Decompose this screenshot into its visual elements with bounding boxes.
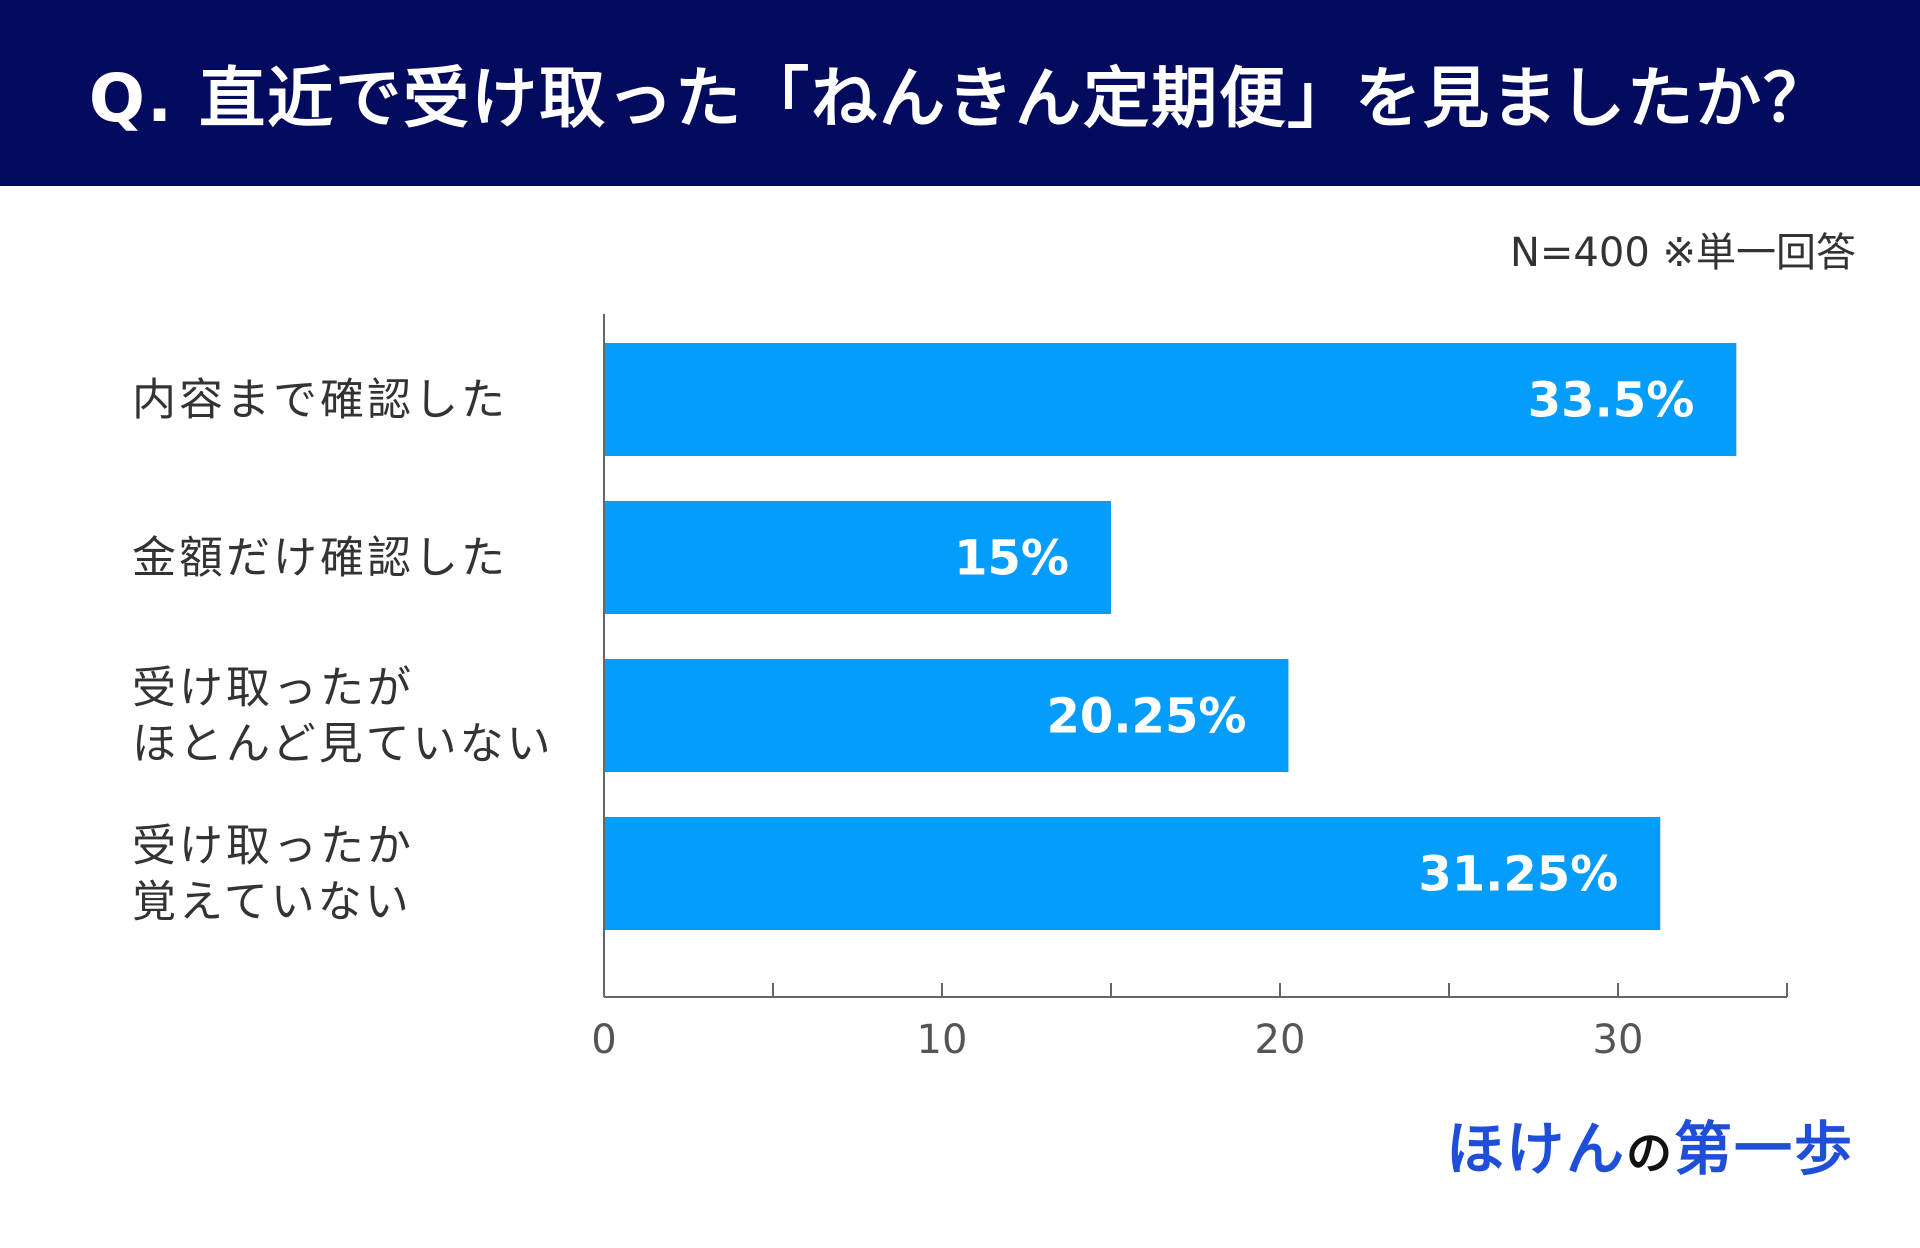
bar xyxy=(605,817,1661,930)
category-label: 覚えていない xyxy=(132,877,412,928)
brand-logo-part2: の xyxy=(1625,1126,1674,1180)
x-tick-label: 10 xyxy=(917,1017,968,1063)
bar-value-label: 20.25% xyxy=(1047,689,1247,745)
bar xyxy=(605,501,1111,614)
chart-title: Q. 直近で受け取った「ねんきん定期便」を見ましたか？ xyxy=(88,60,1832,137)
bar-value-label: 33.5% xyxy=(1528,373,1695,429)
bar-value-label: 31.25% xyxy=(1418,847,1618,903)
bar xyxy=(605,343,1737,456)
brand-logo-part1: ほけん xyxy=(1445,1115,1626,1183)
x-tick-label: 0 xyxy=(591,1017,616,1063)
x-tick-label: 20 xyxy=(1255,1017,1306,1063)
title-bar: Q. 直近で受け取った「ねんきん定期便」を見ましたか？ xyxy=(0,0,1920,186)
category-label: ほとんど見ていない xyxy=(132,719,554,770)
brand-logo-part3: 第一歩 xyxy=(1673,1115,1854,1183)
brand-logo: ほけんの第一歩 xyxy=(1446,1102,1854,1186)
bar xyxy=(605,659,1289,772)
bar-value-label: 15% xyxy=(954,531,1069,587)
category-label: 金額だけ確認した xyxy=(132,533,508,584)
category-label: 受け取ったが xyxy=(132,663,414,714)
category-label: 受け取ったか xyxy=(132,821,414,872)
x-tick-label: 30 xyxy=(1593,1017,1644,1063)
category-label: 内容まで確認した xyxy=(132,375,508,426)
sample-size-note: N=400 ※単一回答 xyxy=(1509,230,1856,276)
